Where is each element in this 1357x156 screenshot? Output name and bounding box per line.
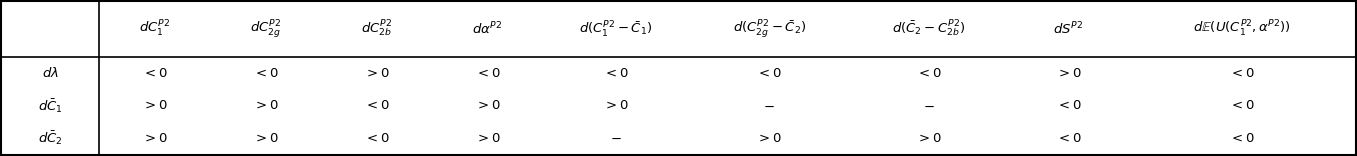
Text: $< 0$: $< 0$ [1229, 132, 1255, 145]
Text: $< 0$: $< 0$ [364, 100, 389, 112]
Text: $< 0$: $< 0$ [475, 66, 501, 80]
Text: $< 0$: $< 0$ [756, 66, 782, 80]
Text: $< 0$: $< 0$ [1229, 100, 1255, 112]
Text: $-$: $-$ [764, 100, 775, 112]
Text: $d(\bar{C}_2-C_{2b}^{P2})$: $d(\bar{C}_2-C_{2b}^{P2})$ [893, 19, 966, 39]
Text: $> 0$: $> 0$ [141, 100, 167, 112]
Text: $< 0$: $< 0$ [1229, 66, 1255, 80]
Text: $d\bar{C}_2$: $d\bar{C}_2$ [38, 130, 62, 147]
Text: $d\bar{C}_1$: $d\bar{C}_1$ [38, 97, 62, 115]
Text: $> 0$: $> 0$ [756, 132, 782, 145]
Text: $< 0$: $< 0$ [1056, 132, 1082, 145]
Text: $> 0$: $> 0$ [1056, 66, 1082, 80]
Text: $d\alpha^{P2}$: $d\alpha^{P2}$ [472, 21, 502, 37]
Text: $-$: $-$ [923, 100, 935, 112]
Text: $< 0$: $< 0$ [1056, 100, 1082, 112]
Text: $d(C_{2g}^{P2}-\bar{C}_2)$: $d(C_{2g}^{P2}-\bar{C}_2)$ [733, 18, 806, 40]
Text: $> 0$: $> 0$ [475, 132, 501, 145]
Text: $dS^{P2}$: $dS^{P2}$ [1053, 21, 1084, 37]
Text: $> 0$: $> 0$ [252, 100, 278, 112]
Text: $< 0$: $< 0$ [364, 132, 389, 145]
Text: $> 0$: $> 0$ [141, 132, 167, 145]
Text: $dC_{2g}^{P2}$: $dC_{2g}^{P2}$ [250, 18, 281, 40]
Text: $> 0$: $> 0$ [604, 100, 630, 112]
Text: $d(C_1^{P2}-\bar{C}_1)$: $d(C_1^{P2}-\bar{C}_1)$ [579, 19, 653, 39]
Text: $dC_{2b}^{P2}$: $dC_{2b}^{P2}$ [361, 19, 392, 39]
Text: $< 0$: $< 0$ [604, 66, 630, 80]
Text: $d\lambda$: $d\lambda$ [42, 66, 58, 80]
Text: $-$: $-$ [611, 132, 622, 145]
Text: $dC_1^{P2}$: $dC_1^{P2}$ [138, 19, 170, 39]
Text: $d\mathbb{E}(U(C_1^{P2},\alpha^{P2}))$: $d\mathbb{E}(U(C_1^{P2},\alpha^{P2}))$ [1193, 19, 1291, 39]
Text: $< 0$: $< 0$ [252, 66, 278, 80]
Text: $> 0$: $> 0$ [252, 132, 278, 145]
Text: $> 0$: $> 0$ [475, 100, 501, 112]
Text: $> 0$: $> 0$ [364, 66, 389, 80]
Text: $> 0$: $> 0$ [916, 132, 942, 145]
Text: $< 0$: $< 0$ [916, 66, 942, 80]
Text: $< 0$: $< 0$ [141, 66, 167, 80]
